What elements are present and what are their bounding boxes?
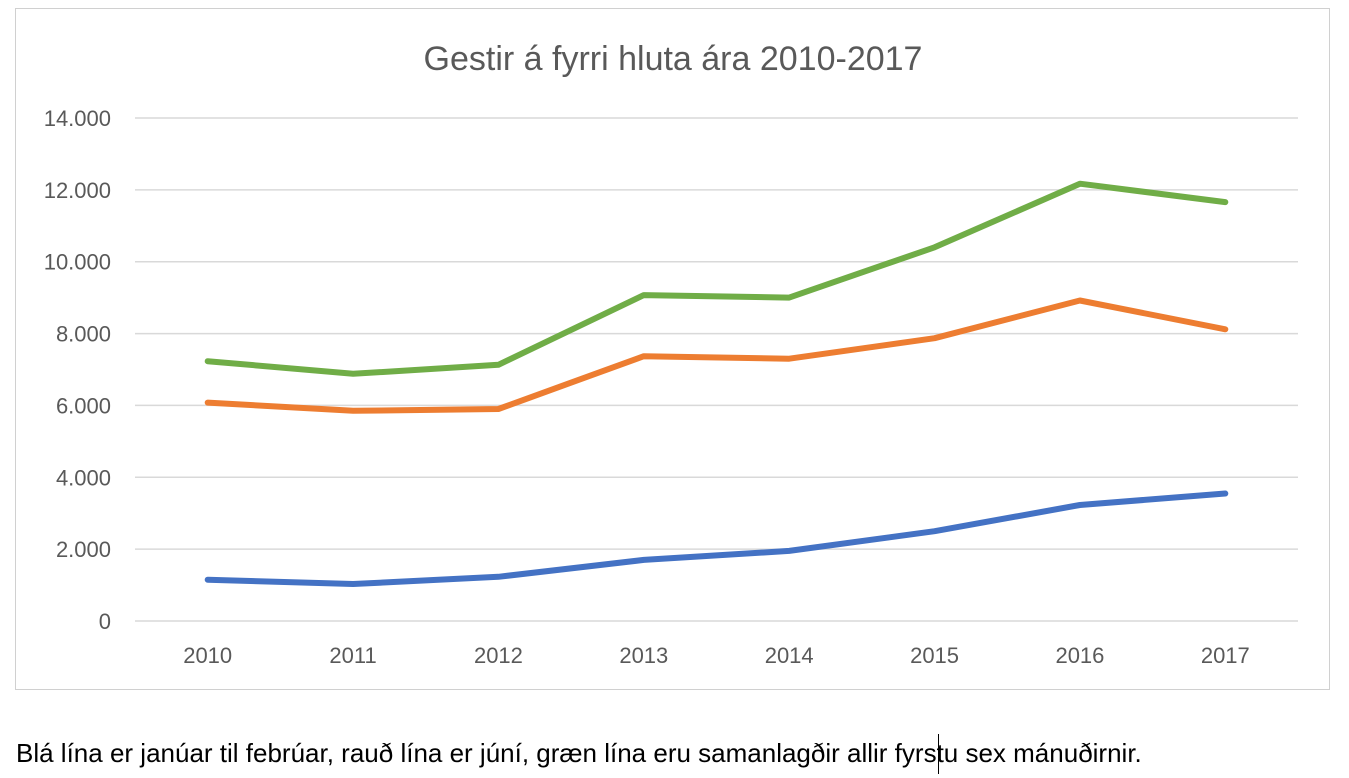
series-line-2: [204, 297, 1229, 414]
line-chart: Gestir á fyrri hluta ára 2010-2017 0 2.00…: [44, 40, 1298, 668]
x-tick-label: 2011: [329, 643, 376, 668]
text-cursor: [938, 734, 939, 774]
series-line-3: [204, 180, 1229, 377]
caption-text: Blá lína er janúar til febrúar, rauð lín…: [16, 738, 1142, 768]
x-tick-label: 2013: [619, 643, 668, 668]
chart-title: Gestir á fyrri hluta ára 2010-2017: [424, 40, 923, 78]
x-tick-label: 2012: [474, 643, 523, 668]
x-tick-label: 2014: [765, 643, 814, 668]
x-tick-label: 2015: [910, 643, 959, 668]
chart-area: [15, 8, 1330, 690]
x-tick-label: 2017: [1201, 643, 1250, 668]
y-tick-label: 6.000: [56, 393, 111, 418]
y-tick-label: 10.000: [44, 250, 111, 275]
y-tick-label: 2.000: [56, 537, 111, 562]
series-line-1: [204, 490, 1229, 587]
y-tick-label: 8.000: [56, 322, 111, 347]
y-tick-label: 14.000: [44, 106, 111, 131]
x-tick-label: 2010: [183, 643, 232, 668]
y-tick-label: 0: [99, 609, 111, 634]
x-tick-label: 2016: [1055, 643, 1104, 668]
y-tick-label: 12.000: [44, 178, 111, 203]
y-tick-label: 4.000: [56, 465, 111, 490]
